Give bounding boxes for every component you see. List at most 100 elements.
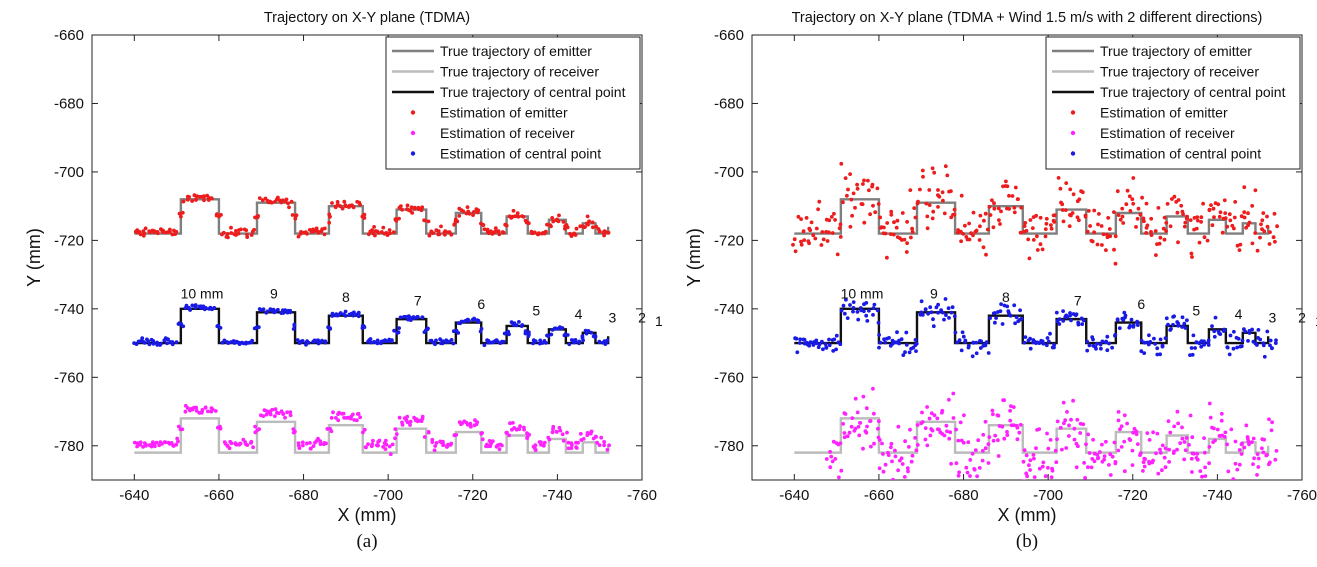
data-point (1113, 460, 1118, 464)
data-point (866, 178, 870, 183)
data-point (331, 410, 335, 415)
data-point (1194, 340, 1199, 345)
data-point (508, 421, 512, 426)
data-point (814, 338, 819, 343)
data-point (370, 228, 374, 233)
data-point (210, 407, 215, 412)
data-point (597, 339, 602, 344)
data-point (1203, 474, 1208, 478)
y-tick-label: -720 (714, 232, 744, 249)
data-point (472, 210, 476, 214)
data-point (1261, 450, 1266, 455)
data-point (1190, 352, 1195, 357)
data-point (387, 444, 392, 449)
data-point (1083, 476, 1087, 480)
data-point (1242, 185, 1247, 190)
data-point (455, 219, 460, 224)
legend-point-swatch (410, 110, 416, 115)
data-point (527, 330, 531, 335)
data-point (284, 197, 289, 202)
data-point (1274, 338, 1278, 343)
data-point (879, 225, 883, 230)
data-point (857, 433, 862, 438)
data-point (234, 442, 239, 447)
data-point (226, 341, 231, 345)
data-point (305, 231, 309, 236)
data-point (848, 303, 852, 307)
legend-item: Estimation of receiver (1070, 125, 1235, 141)
data-point (249, 233, 254, 237)
data-point (887, 336, 891, 340)
data-point (151, 341, 156, 346)
data-point (1063, 418, 1068, 423)
data-point (947, 397, 951, 402)
data-point (238, 441, 243, 446)
series-line-receiver (794, 417, 1270, 454)
data-point (1160, 443, 1165, 448)
data-point (1272, 211, 1277, 216)
data-point (930, 166, 935, 171)
data-point (962, 413, 966, 418)
data-point (964, 465, 969, 470)
data-point (566, 446, 571, 451)
data-point (327, 220, 332, 225)
data-point (1136, 323, 1140, 327)
data-point (837, 475, 841, 480)
data-point (896, 424, 901, 429)
data-point (362, 212, 367, 217)
data-point (482, 343, 487, 348)
data-point (336, 418, 341, 423)
data-point (1258, 235, 1262, 240)
data-point (991, 225, 996, 230)
data-point (1070, 211, 1075, 215)
data-point (927, 416, 932, 421)
data-point (1246, 339, 1250, 343)
data-point (1179, 203, 1184, 208)
data-point (1207, 445, 1212, 449)
data-point (1024, 453, 1029, 458)
chart-panel-a: Trajectory on X-Y plane (TDMA) -660 -680 -7… (24, 10, 663, 552)
data-point (819, 243, 824, 247)
data-point (1097, 212, 1101, 216)
data-point (1207, 401, 1212, 406)
data-point (527, 432, 531, 437)
data-point (1031, 338, 1036, 342)
data-point (493, 229, 498, 234)
data-point (1195, 215, 1200, 220)
data-point (1041, 460, 1046, 465)
data-point (343, 204, 348, 209)
data-point (1061, 319, 1066, 323)
data-point (1251, 436, 1256, 441)
data-point (1028, 346, 1033, 351)
data-point (1024, 228, 1029, 233)
data-point (166, 337, 171, 342)
data-point (1273, 341, 1278, 345)
x-tick-label: -760 (1287, 487, 1317, 504)
data-point (543, 229, 548, 234)
data-point (831, 349, 836, 353)
data-point (1261, 341, 1266, 346)
data-point (911, 480, 915, 484)
panel-sublabel: (a) (356, 531, 377, 552)
data-point (889, 441, 894, 446)
data-point (1019, 205, 1024, 210)
data-point (1031, 453, 1036, 457)
plot-area (132, 193, 611, 457)
legend-item: True trajectory of emitter (1052, 43, 1252, 59)
data-point (834, 347, 838, 352)
data-point (1068, 311, 1072, 315)
data-point (1043, 234, 1048, 239)
data-point (507, 332, 511, 337)
data-point (1018, 230, 1023, 235)
data-point (916, 199, 920, 204)
data-point (1193, 346, 1197, 350)
data-point (1182, 224, 1187, 229)
data-point (974, 351, 979, 356)
data-point (1072, 426, 1077, 431)
data-point (452, 222, 457, 227)
data-point (391, 230, 396, 235)
data-point (292, 323, 297, 328)
data-point (558, 428, 563, 433)
data-point (1242, 210, 1247, 215)
data-point (1120, 206, 1125, 211)
